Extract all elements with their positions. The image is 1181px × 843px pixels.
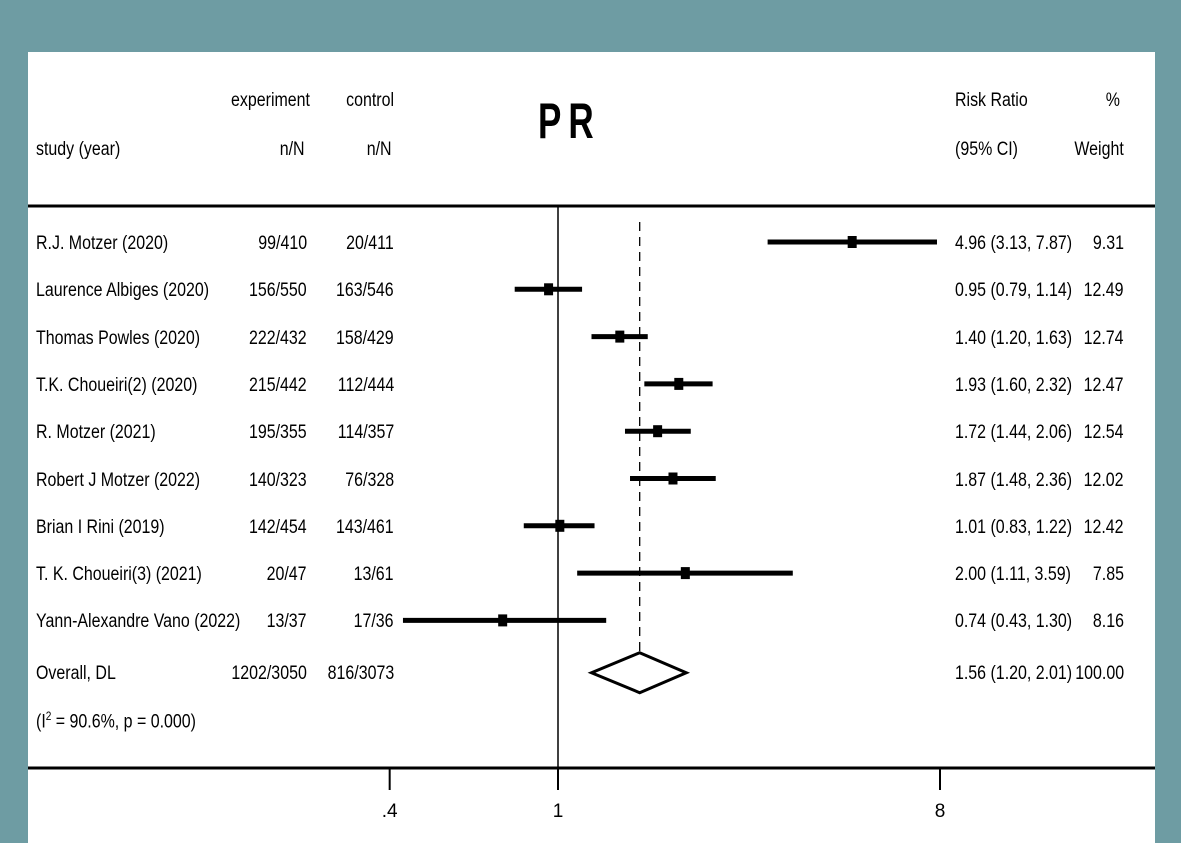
point-estimate xyxy=(555,519,565,532)
experiment-count: 222/432 xyxy=(249,328,307,349)
chart-title: PR xyxy=(538,93,601,149)
heterogeneity-stat: (I2 = 90.6%, p = 0.000) xyxy=(36,709,197,733)
experiment-count: 195/355 xyxy=(249,422,307,443)
study-name: R.J. Motzer (2020) xyxy=(36,233,169,254)
overall-label: Overall, DL xyxy=(36,663,116,684)
experiment-count: 156/550 xyxy=(249,280,307,301)
weight-value: 12.47 xyxy=(1084,375,1124,396)
control-count: 20/411 xyxy=(346,233,394,254)
risk-ratio-ci: 2.00 (1.11, 3.59) xyxy=(955,564,1071,585)
overall-experiment: 1202/3050 xyxy=(231,663,307,684)
experiment-count: 140/323 xyxy=(249,470,307,491)
overall-control: 816/3073 xyxy=(327,663,394,684)
x-tick-label: .4 xyxy=(382,801,398,822)
control-count: 158/429 xyxy=(336,328,394,349)
weight-value: 12.42 xyxy=(1084,517,1124,538)
risk-ratio-ci: 0.95 (0.79, 1.14) xyxy=(955,280,1073,301)
control-count: 163/546 xyxy=(336,280,394,301)
risk-ratio-ci: 1.87 (1.48, 2.36) xyxy=(955,470,1073,491)
study-name: Brian I Rini (2019) xyxy=(36,517,165,538)
point-estimate xyxy=(847,236,857,248)
point-estimate xyxy=(544,283,554,296)
control-count: 114/357 xyxy=(337,422,394,443)
control-count: 112/444 xyxy=(337,375,394,396)
header-weight-pct: % xyxy=(1105,90,1120,111)
weight-value: 9.31 xyxy=(1092,233,1124,254)
experiment-count: 142/454 xyxy=(249,517,307,538)
header-risk-ratio: Risk Ratio xyxy=(955,90,1028,111)
control-count: 76/328 xyxy=(345,470,394,491)
study-name: T.K. Choueiri(2) (2020) xyxy=(36,375,198,396)
overall-weight: 100.00 xyxy=(1075,663,1124,684)
weight-value: 12.49 xyxy=(1084,280,1124,301)
header-control-nN: n/N xyxy=(367,139,392,160)
overall-diamond xyxy=(587,651,691,695)
risk-ratio-ci: 0.74 (0.43, 1.30) xyxy=(955,611,1073,632)
control-count: 17/36 xyxy=(354,611,394,632)
study-name: Yann-Alexandre Vano (2022) xyxy=(36,611,241,632)
risk-ratio-ci: 4.96 (3.13, 7.87) xyxy=(955,233,1073,254)
risk-ratio-ci: 1.72 (1.44, 2.06) xyxy=(955,422,1073,443)
experiment-count: 13/37 xyxy=(267,611,307,632)
weight-value: 7.85 xyxy=(1092,564,1124,585)
control-count: 143/461 xyxy=(336,517,394,538)
experiment-count: 215/442 xyxy=(249,375,307,396)
study-name: Thomas Powles (2020) xyxy=(36,328,201,349)
overall-ci: 1.56 (1.20, 2.01) xyxy=(955,663,1073,684)
x-tick-label: 1 xyxy=(553,801,564,822)
experiment-count: 99/410 xyxy=(258,233,307,254)
point-estimate xyxy=(498,614,508,627)
point-estimate xyxy=(653,425,663,438)
header-experiment: experiment xyxy=(231,90,310,111)
risk-ratio-ci: 1.40 (1.20, 1.63) xyxy=(955,328,1073,349)
risk-ratio-ci: 1.93 (1.60, 2.32) xyxy=(955,375,1073,396)
header-study: study (year) xyxy=(36,139,121,160)
weight-value: 12.74 xyxy=(1084,328,1124,349)
risk-ratio-ci: 1.01 (0.83, 1.22) xyxy=(955,517,1073,538)
point-estimate xyxy=(674,377,684,390)
header-experiment-nN: n/N xyxy=(280,139,305,160)
study-name: R. Motzer (2021) xyxy=(36,422,156,443)
study-name: Robert J Motzer (2022) xyxy=(36,470,201,491)
point-estimate xyxy=(615,330,625,343)
header-weight: Weight xyxy=(1074,139,1124,160)
control-count: 13/61 xyxy=(354,564,394,585)
header-ci: (95% CI) xyxy=(955,139,1018,160)
point-estimate xyxy=(668,472,678,485)
figure-panel xyxy=(28,52,1155,843)
x-tick-label: 8 xyxy=(935,801,946,822)
experiment-count: 20/47 xyxy=(267,564,307,585)
header-control: control xyxy=(346,90,394,111)
weight-value: 12.54 xyxy=(1084,422,1124,443)
weight-value: 8.16 xyxy=(1092,611,1124,632)
study-name: Laurence Albiges (2020) xyxy=(36,280,210,301)
point-estimate xyxy=(680,567,690,580)
study-name: T. K. Choueiri(3) (2021) xyxy=(36,564,202,585)
weight-value: 12.02 xyxy=(1084,470,1124,491)
